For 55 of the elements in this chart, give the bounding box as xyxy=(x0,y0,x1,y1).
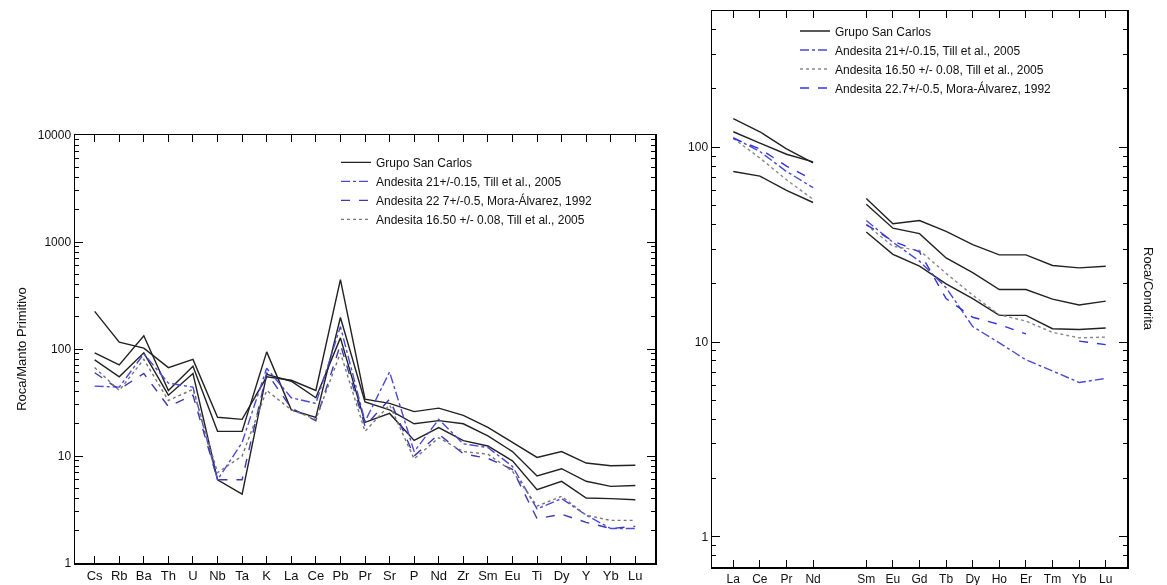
x-tick-label: Tb xyxy=(939,571,954,585)
x-tick-label: Zr xyxy=(457,568,471,584)
x-tick-label: Sr xyxy=(383,568,397,584)
x-tick-label: Pb xyxy=(332,568,349,584)
x-tick-label: Lu xyxy=(1099,571,1113,585)
x-tick-label: Rb xyxy=(110,568,128,584)
y-tick-label: 10 xyxy=(694,335,709,350)
y-tick-label: 100 xyxy=(688,140,709,155)
x-tick-label: Ba xyxy=(135,568,153,584)
y-tick-label: 1000 xyxy=(44,235,72,250)
x-tick-label: K xyxy=(262,568,272,584)
x-tick-label: Cs xyxy=(86,568,104,584)
x-tick-label: Yb xyxy=(1071,571,1087,585)
y-tick-label: 1 xyxy=(64,556,72,571)
legend-label: Andesita 16.50 +/- 0.08, Till et al., 2005 xyxy=(376,213,585,228)
x-tick-label: Nb xyxy=(209,568,226,584)
x-tick-label: Lu xyxy=(628,568,643,584)
y-tick-label: 100 xyxy=(51,342,72,357)
x-tick-label: P xyxy=(409,568,419,584)
x-tick-label: Ce xyxy=(752,571,768,585)
x-tick-label: Gd xyxy=(911,571,928,585)
x-tick-label: U xyxy=(188,568,198,584)
y-axis-title: Roca/Manto Primitivo xyxy=(13,287,29,411)
legend-label: Andesita 21+/-0.15, Till et al., 2005 xyxy=(835,43,1021,58)
x-tick-label: Nd xyxy=(430,568,448,584)
x-tick-label: Ho xyxy=(991,571,1008,585)
x-tick-label: La xyxy=(284,568,300,584)
legend-label: Andesita 21+/-0.15, Till et al., 2005 xyxy=(376,175,562,190)
legend-label: Grupo San Carlos xyxy=(835,24,932,39)
x-tick-label: Yb xyxy=(602,568,619,584)
legend-label: Andesita 22 7+/-0.5, Mora-Álvarez, 1992 xyxy=(376,193,593,209)
x-tick-label: Pr xyxy=(780,571,793,585)
x-tick-label: Ta xyxy=(235,568,250,584)
legend-label: Grupo San Carlos xyxy=(376,156,473,171)
x-tick-label: Pr xyxy=(358,568,373,584)
y-tick-label: 10 xyxy=(57,449,72,464)
x-tick-label: Tm xyxy=(1043,571,1062,585)
x-tick-label: Eu xyxy=(504,568,521,584)
x-tick-label: La xyxy=(726,571,741,585)
y-axis-title: Roca/Condrita xyxy=(1141,247,1156,331)
x-tick-label: Sm xyxy=(857,571,876,585)
x-tick-label: Er xyxy=(1019,571,1032,585)
x-tick-label: Dy xyxy=(553,568,571,584)
x-tick-label: Dy xyxy=(965,571,981,585)
legend-label: Andesita 16.50 +/- 0.08, Till et al., 2005 xyxy=(835,62,1044,77)
x-tick-label: Sm xyxy=(478,568,498,584)
legend-label: Andesita 22.7+/-0.5, Mora-Álvarez, 1992 xyxy=(835,80,1052,96)
y-tick-label: 10000 xyxy=(37,128,72,143)
x-tick-label: Th xyxy=(160,568,176,584)
x-tick-label: Ti xyxy=(531,568,543,584)
x-tick-label: Y xyxy=(581,568,591,584)
x-tick-label: Ce xyxy=(307,568,325,584)
y-tick-label: 1 xyxy=(701,530,709,545)
x-tick-label: Nd xyxy=(805,571,821,585)
x-tick-label: Eu xyxy=(885,571,901,585)
